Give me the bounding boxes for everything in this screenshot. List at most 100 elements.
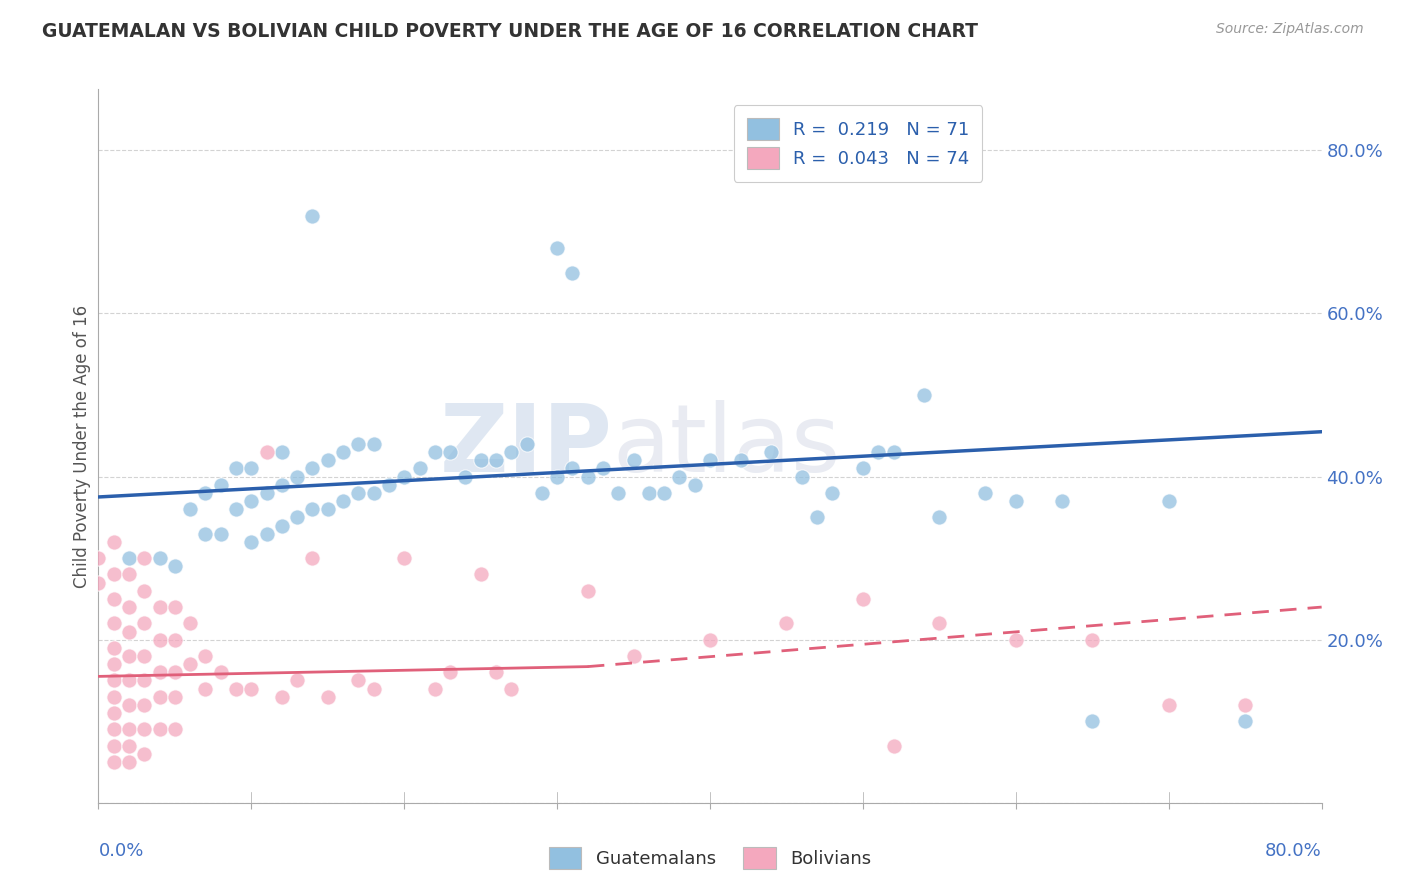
Point	[256, 526, 278, 541]
Point	[118, 698, 141, 712]
Point	[103, 616, 125, 631]
Point	[209, 477, 232, 491]
Point	[637, 486, 661, 500]
Point	[149, 723, 172, 737]
Text: 0.0%: 0.0%	[98, 842, 143, 860]
Point	[118, 624, 141, 639]
Point	[301, 502, 323, 516]
Point	[103, 690, 125, 704]
Legend: Guatemalans, Bolivians: Guatemalans, Bolivians	[541, 839, 879, 876]
Point	[270, 690, 292, 704]
Point	[134, 583, 156, 598]
Point	[163, 723, 186, 737]
Point	[668, 469, 690, 483]
Point	[852, 591, 875, 606]
Point	[285, 673, 308, 688]
Point	[392, 469, 416, 483]
Point	[163, 665, 186, 680]
Point	[1050, 494, 1073, 508]
Point	[363, 486, 385, 500]
Point	[546, 469, 568, 483]
Point	[576, 583, 599, 598]
Point	[301, 209, 323, 223]
Point	[454, 469, 477, 483]
Point	[163, 632, 186, 647]
Point	[883, 739, 905, 753]
Point	[301, 461, 323, 475]
Point	[87, 551, 110, 566]
Point	[1157, 494, 1180, 508]
Text: 80.0%: 80.0%	[1265, 842, 1322, 860]
Point	[118, 739, 141, 753]
Point	[883, 445, 905, 459]
Point	[194, 681, 217, 696]
Point	[806, 510, 828, 524]
Point	[623, 453, 645, 467]
Text: GUATEMALAN VS BOLIVIAN CHILD POVERTY UNDER THE AGE OF 16 CORRELATION CHART: GUATEMALAN VS BOLIVIAN CHILD POVERTY UND…	[42, 22, 979, 41]
Point	[225, 502, 247, 516]
Point	[163, 559, 186, 574]
Point	[103, 567, 125, 582]
Point	[285, 469, 308, 483]
Point	[118, 755, 141, 769]
Point	[392, 551, 416, 566]
Point	[363, 681, 385, 696]
Point	[1081, 632, 1104, 647]
Point	[225, 681, 247, 696]
Point	[240, 534, 263, 549]
Point	[363, 437, 385, 451]
Point	[607, 486, 630, 500]
Text: atlas: atlas	[612, 400, 841, 492]
Point	[1234, 714, 1257, 729]
Point	[1004, 632, 1026, 647]
Point	[118, 723, 141, 737]
Point	[623, 648, 645, 663]
Point	[516, 437, 538, 451]
Point	[270, 477, 292, 491]
Point	[194, 486, 217, 500]
Text: Source: ZipAtlas.com: Source: ZipAtlas.com	[1216, 22, 1364, 37]
Point	[423, 445, 446, 459]
Point	[652, 486, 675, 500]
Point	[209, 526, 232, 541]
Point	[149, 690, 172, 704]
Point	[592, 461, 614, 475]
Point	[179, 616, 201, 631]
Point	[347, 673, 370, 688]
Point	[149, 600, 172, 615]
Point	[103, 657, 125, 672]
Point	[118, 673, 141, 688]
Point	[118, 551, 141, 566]
Point	[194, 526, 217, 541]
Point	[134, 723, 156, 737]
Point	[103, 739, 125, 753]
Point	[470, 567, 492, 582]
Point	[561, 461, 583, 475]
Point	[485, 665, 508, 680]
Point	[225, 461, 247, 475]
Point	[974, 486, 997, 500]
Point	[87, 575, 110, 590]
Point	[118, 567, 141, 582]
Point	[316, 453, 339, 467]
Point	[332, 494, 354, 508]
Point	[240, 494, 263, 508]
Point	[470, 453, 492, 467]
Y-axis label: Child Poverty Under the Age of 16: Child Poverty Under the Age of 16	[73, 304, 91, 588]
Point	[576, 469, 599, 483]
Point	[378, 477, 401, 491]
Point	[775, 616, 797, 631]
Point	[134, 698, 156, 712]
Point	[118, 600, 141, 615]
Point	[134, 616, 156, 631]
Point	[439, 665, 461, 680]
Point	[821, 486, 844, 500]
Point	[194, 648, 217, 663]
Point	[439, 445, 461, 459]
Point	[561, 266, 583, 280]
Point	[928, 510, 950, 524]
Point	[501, 681, 523, 696]
Point	[683, 477, 706, 491]
Point	[240, 461, 263, 475]
Point	[149, 632, 172, 647]
